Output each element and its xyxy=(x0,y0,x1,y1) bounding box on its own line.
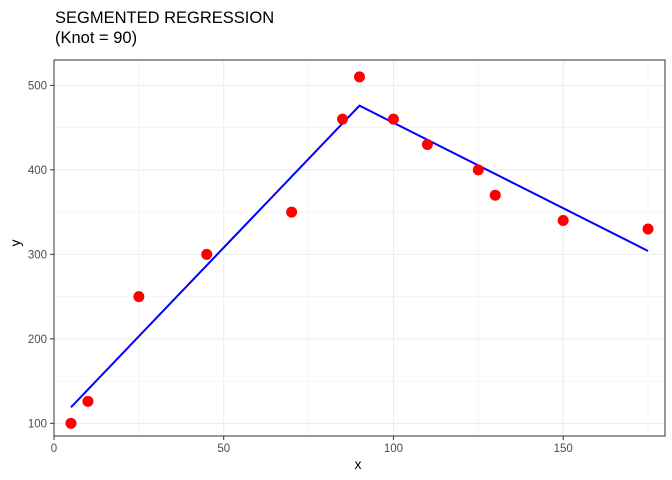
data-point xyxy=(65,417,77,429)
y-tick-label: 500 xyxy=(28,80,47,92)
data-point xyxy=(133,291,145,303)
x-tick-label: 50 xyxy=(217,443,230,455)
x-axis-label: x xyxy=(355,456,362,472)
data-point xyxy=(387,113,399,125)
data-point xyxy=(472,164,484,176)
data-point xyxy=(489,189,501,201)
y-axis-ticks: 100 200 300 400 500 xyxy=(28,80,54,430)
regression-line xyxy=(70,104,649,408)
x-tick-label: 0 xyxy=(51,443,57,455)
y-tick-label: 200 xyxy=(28,334,47,346)
data-point xyxy=(201,248,213,260)
fit-line-group xyxy=(70,104,649,408)
data-point xyxy=(557,215,569,227)
y-axis-label: y xyxy=(7,240,23,247)
x-tick-label: 100 xyxy=(384,443,403,455)
data-point xyxy=(337,113,349,125)
data-point xyxy=(286,206,298,218)
x-tick-label: 150 xyxy=(554,443,573,455)
data-point xyxy=(642,223,654,235)
y-tick-label: 100 xyxy=(28,418,47,430)
data-point xyxy=(421,138,433,150)
chart-title-line-2: (Knot = 90) xyxy=(55,29,137,47)
data-point xyxy=(82,395,94,407)
data-points xyxy=(65,71,654,429)
grid-lines xyxy=(53,60,665,436)
data-point xyxy=(354,71,365,83)
x-axis-ticks: 0 50 100 150 xyxy=(51,436,573,455)
plot-panel-border xyxy=(53,59,666,437)
y-tick-label: 400 xyxy=(28,165,47,177)
y-tick-label: 300 xyxy=(28,249,47,261)
chart-title-line-1: SEGMENTED REGRESSION xyxy=(55,9,274,27)
